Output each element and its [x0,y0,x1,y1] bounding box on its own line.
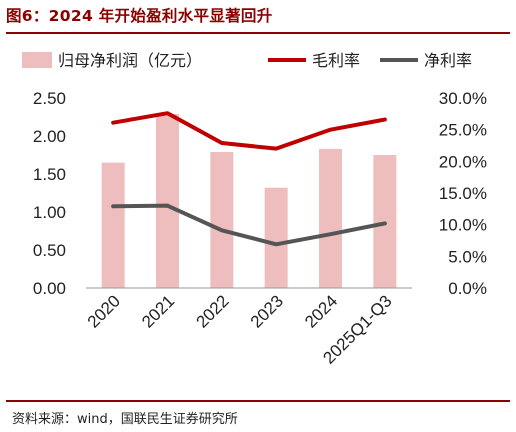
figure-title: 图6：2024 年开始盈利水平显著回升 [6,7,273,25]
bar-2023 [264,187,288,288]
legend-swatch-net-profit [22,52,52,68]
x-tick-label: 2023 [247,291,287,331]
y-left-tick-label: 1.00 [33,203,66,222]
legend-label-net-margin: 净利率 [424,51,472,70]
bar-2020 [101,162,125,288]
footer-divider [6,400,510,402]
bar-2021 [156,113,179,289]
legend-label-gross-margin: 毛利率 [312,51,360,70]
x-tick-label: 2022 [192,291,232,331]
y-right-tick-label: 5.0% [448,247,487,266]
y-right-tick-label: 0.0% [448,279,487,298]
y-left-tick-label: 2.50 [33,89,66,108]
bar-2024 [319,148,342,288]
gross-margin-line [111,111,387,151]
y-right-tick-label: 10.0% [439,216,487,235]
chart-axes: 0.00 0.50 1.00 1.50 2.00 2.50 0.0% 5.0% 10.0% 15.… [33,89,487,368]
y-left-tick-label: 1.50 [33,165,66,184]
y-right-tick-label: 30.0% [439,89,487,108]
y-right-tick-label: 25.0% [439,121,487,140]
x-tick-label: 2021 [138,291,178,331]
net-margin-line [111,203,387,247]
bar-series [101,113,397,289]
bar-2022 [210,151,234,288]
x-tick-label: 2020 [84,291,124,331]
x-tick-label: 2024 [301,291,341,331]
line-series [111,111,387,247]
y-left-tick-label: 0.00 [33,279,66,298]
y-left-tick-label: 0.50 [33,241,66,260]
title-divider [6,32,510,34]
profit-chart: 归母净利润（亿元） 毛利率 净利率 0.00 0.50 1.00 1.50 2.00 2.50… [22,51,487,368]
chart-legend: 归母净利润（亿元） 毛利率 净利率 [22,51,472,70]
legend-label-net-profit: 归母净利润（亿元） [58,51,202,70]
y-right-tick-label: 15.0% [439,184,487,203]
source-note: 资料来源：wind，国联民生证券研究所 [12,412,238,427]
y-right-tick-label: 20.0% [439,152,487,171]
y-left-tick-label: 2.00 [33,127,66,146]
